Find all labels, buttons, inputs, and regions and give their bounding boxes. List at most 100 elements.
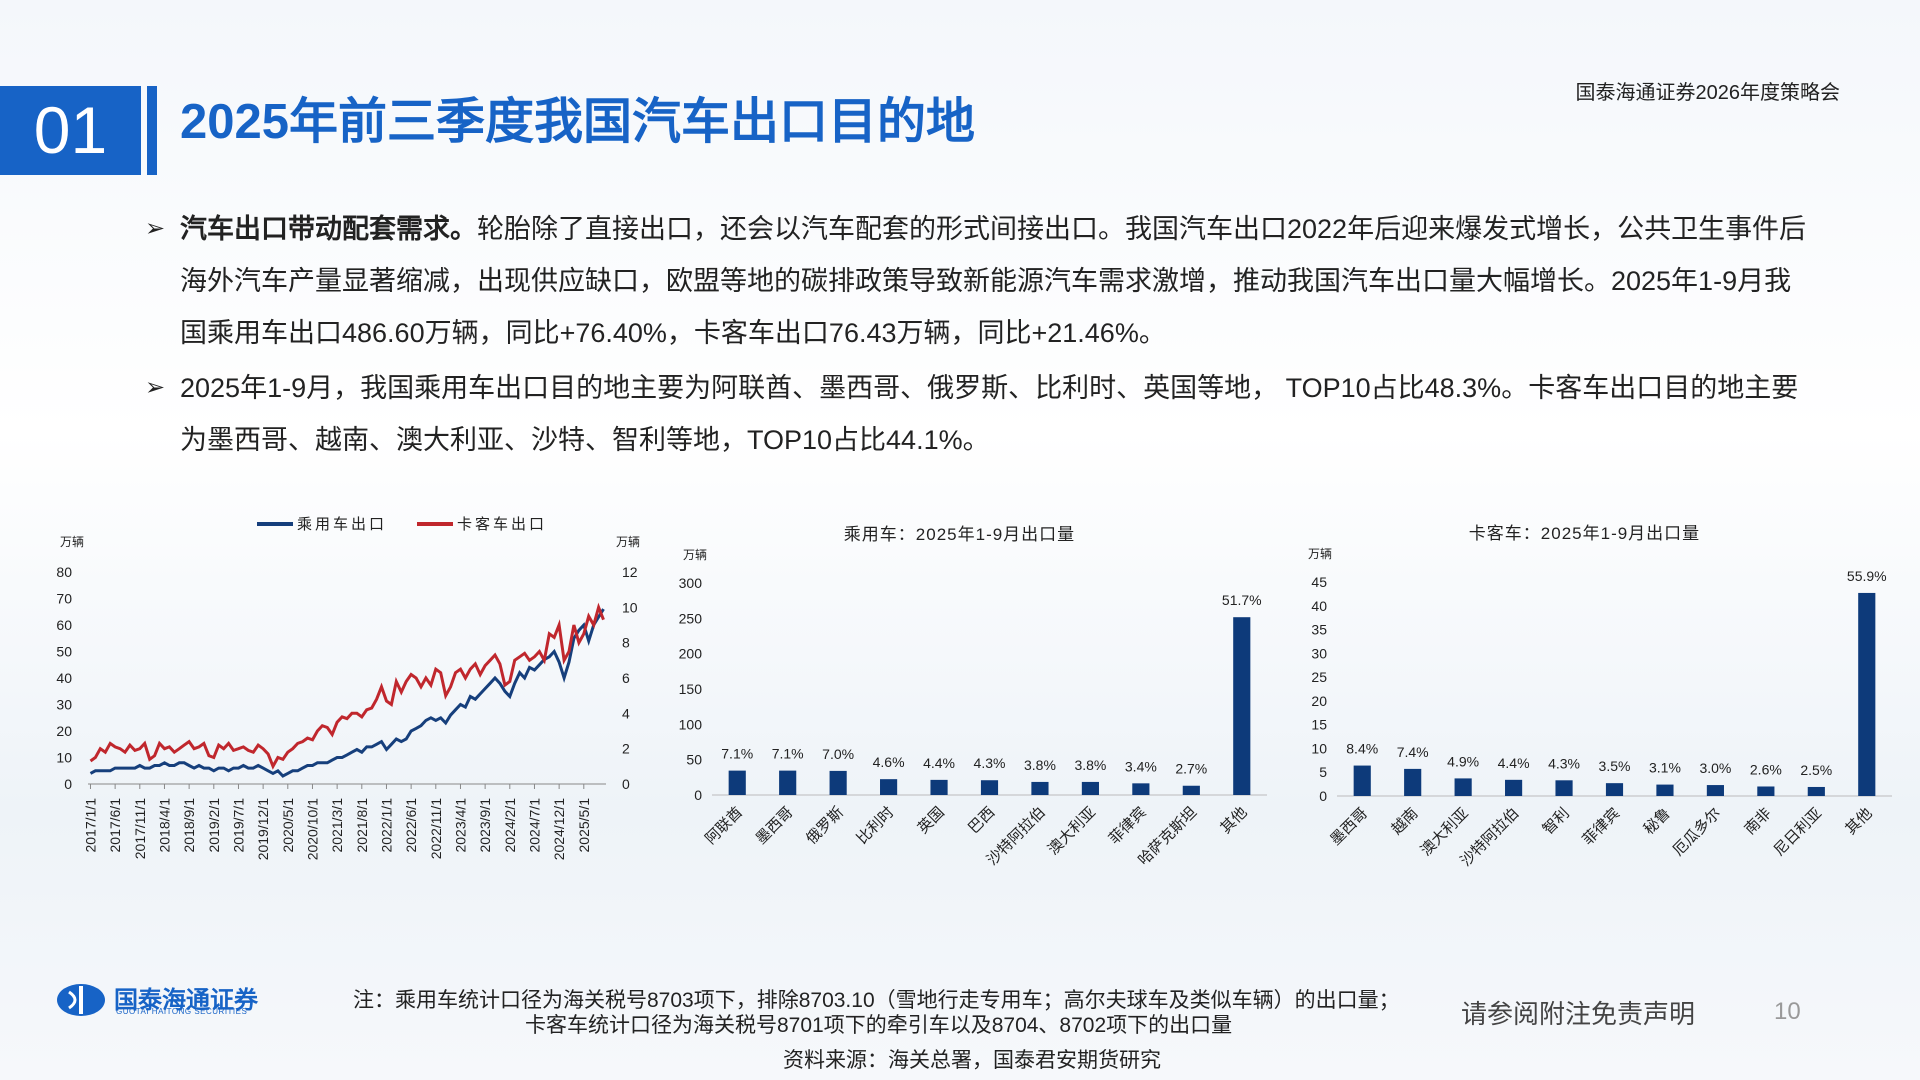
- y-tick-label: 30: [1311, 645, 1327, 661]
- x-tick-label: 阿联酋: [701, 803, 746, 848]
- y-tick-label: 15: [1311, 717, 1327, 733]
- x-tick-label: 俄罗斯: [803, 804, 847, 848]
- disclaimer: 请参阅附注免责声明: [1461, 999, 1696, 1029]
- x-tick-label: 其他: [1217, 804, 1250, 837]
- bar: [1454, 778, 1472, 796]
- bar: [1031, 781, 1049, 795]
- accent-bar: [147, 86, 157, 175]
- x-tick-label: 智利: [1539, 804, 1573, 838]
- y2-axis-unit: 万辆: [616, 535, 640, 549]
- line-series: [89, 608, 605, 778]
- note: 卡客车统计口径为海关税号8701项下的牵引车以及8704、8702项下的出口量: [525, 1014, 1233, 1037]
- x-tick-label: 2018/9/1: [181, 798, 197, 853]
- bar-share-label: 55.9%: [1847, 568, 1887, 584]
- bar-share-label: 3.1%: [1649, 760, 1681, 776]
- x-tick-label: 巴西: [965, 804, 998, 837]
- y-tick-label: 0: [694, 787, 702, 803]
- x-tick-label: 菲律宾: [1579, 805, 1623, 849]
- y-tick-label: 60: [56, 617, 72, 633]
- x-tick-label: 2017/1/1: [82, 798, 98, 853]
- bullet-text: 2025年1-9月，我国乘用车出口目的地主要为阿联酋、墨西哥、俄罗斯、比利时、英…: [180, 373, 1799, 455]
- y-tick-label: 25: [1311, 669, 1327, 685]
- section-number: 01: [0, 86, 141, 175]
- bar-share-label: 4.4%: [923, 755, 955, 771]
- x-tick-label: 2018/4/1: [156, 798, 172, 853]
- x-tick-label: 2021/3/1: [329, 798, 345, 853]
- x-tick-label: 厄瓜多尔: [1670, 805, 1724, 859]
- bar-share-label: 7.0%: [822, 746, 854, 762]
- bullet: ➢ 汽车出口带动配套需求。轮胎除了直接出口，还会以汽车配套的形式间接出口。我国汽车…: [145, 203, 1812, 359]
- slide-title: 2025年前三季度我国汽车出口目的地: [180, 95, 976, 149]
- y-axis-unit: 万辆: [683, 548, 707, 562]
- chart-title: 卡客车：2025年1-9月出口量: [1469, 524, 1700, 543]
- y-tick-label: 150: [679, 681, 703, 697]
- bar: [1858, 592, 1876, 796]
- bar-share-label: 7.1%: [772, 746, 804, 762]
- y-tick-label: 0: [1319, 788, 1327, 804]
- bar-share-label: 2.5%: [1800, 762, 1832, 778]
- bar-share-label: 51.7%: [1222, 592, 1262, 608]
- x-tick-label: 2019/12/1: [255, 798, 271, 860]
- y-tick-label: 5: [1319, 764, 1327, 780]
- bar-share-label: 8.4%: [1346, 741, 1378, 757]
- y-tick-label: 50: [686, 752, 702, 768]
- legend-label: 卡客车出口: [457, 516, 547, 533]
- bar-share-label: 7.4%: [1397, 744, 1429, 760]
- bar: [1081, 781, 1099, 795]
- bullet-text: 轮胎除了直接出口，还会以汽车配套的形式间接出口。我国汽车出口2022年后迎来爆发…: [180, 214, 1807, 348]
- y-axis-unit: 万辆: [60, 535, 84, 549]
- x-tick-label: 2024/7/1: [526, 798, 542, 853]
- bullet: ➢ 2025年1-9月，我国乘用车出口目的地主要为阿联酋、墨西哥、俄罗斯、比利时、…: [145, 362, 1812, 466]
- x-tick-label: 尼日利亚: [1771, 805, 1825, 859]
- bar: [779, 770, 797, 795]
- bar-share-label: 2.7%: [1175, 761, 1207, 777]
- logo-text: 国泰海通证券: [114, 987, 258, 1014]
- bar: [1505, 779, 1523, 796]
- y-tick-label: 10: [56, 750, 72, 766]
- x-tick-label: 越南: [1388, 805, 1421, 838]
- bar-share-label: 4.4%: [1498, 755, 1530, 771]
- x-tick-label: 澳大利亚: [1045, 804, 1099, 858]
- bar-share-label: 4.3%: [1548, 755, 1580, 771]
- y2-tick-label: 6: [622, 670, 630, 686]
- x-tick-label: 2019/2/1: [206, 798, 222, 853]
- bar: [1605, 783, 1624, 796]
- y-tick-label: 100: [679, 716, 703, 732]
- bar: [930, 779, 948, 795]
- x-tick-label: 2024/12/1: [551, 798, 567, 860]
- x-tick-label: 2025/5/1: [576, 798, 592, 853]
- bar: [1353, 765, 1371, 796]
- bullet-arrow: ➢: [145, 374, 166, 401]
- source: 资料来源：海关总署，国泰君安期货研究: [783, 1049, 1161, 1072]
- page-number: 10: [1774, 998, 1801, 1025]
- x-tick-label: 2023/9/1: [477, 798, 493, 853]
- bar-share-label: 3.8%: [1024, 757, 1056, 773]
- y-tick-label: 20: [56, 723, 72, 739]
- event-name: 国泰海通证券2026年度策略会: [1575, 82, 1841, 104]
- y-tick-label: 300: [679, 575, 703, 591]
- y-tick-label: 250: [679, 610, 703, 626]
- x-tick-label: 秘鲁: [1641, 805, 1674, 838]
- x-tick-label: 其他: [1842, 805, 1875, 838]
- bar-share-label: 3.5%: [1599, 758, 1631, 774]
- x-tick-label: 2020/10/1: [304, 798, 320, 860]
- logo-subtext: GUOTAI HAITONG SECURITIES: [116, 1007, 248, 1016]
- y-tick-label: 40: [1311, 598, 1327, 614]
- bar-share-label: 3.8%: [1074, 757, 1106, 773]
- bar-share-label: 4.6%: [873, 754, 905, 770]
- x-tick-label: 2017/11/1: [132, 798, 148, 859]
- y2-tick-label: 2: [622, 741, 630, 757]
- bar: [1182, 785, 1200, 795]
- y2-tick-label: 8: [622, 635, 630, 651]
- y2-tick-label: 10: [622, 599, 638, 615]
- x-tick-label: 2021/8/1: [354, 798, 370, 853]
- y-tick-label: 70: [56, 591, 72, 607]
- x-tick-label: 2022/6/1: [403, 798, 419, 853]
- bar-share-label: 4.3%: [974, 755, 1006, 771]
- y-tick-label: 80: [56, 564, 72, 580]
- bar: [1132, 783, 1150, 795]
- bar-share-label: 4.9%: [1447, 753, 1479, 769]
- y-tick-label: 0: [64, 776, 72, 792]
- y-tick-label: 50: [56, 644, 72, 660]
